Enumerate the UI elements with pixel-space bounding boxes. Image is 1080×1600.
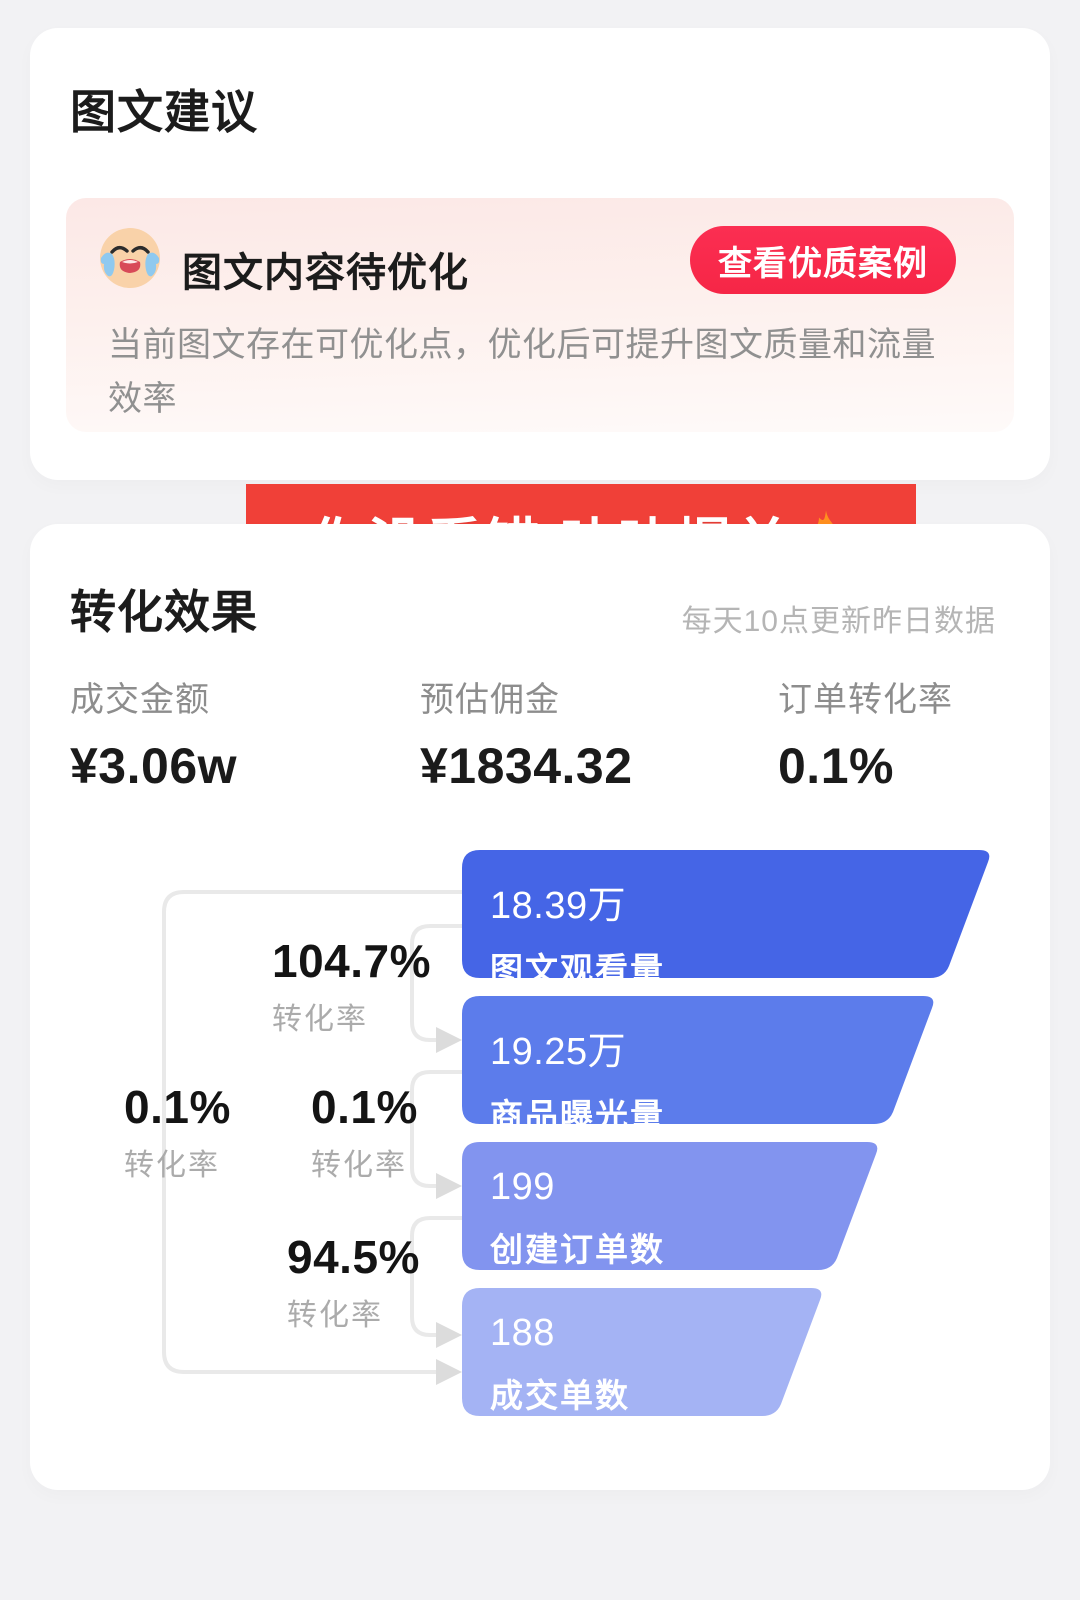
rate-label: 转化率 xyxy=(311,1149,407,1182)
funnel-stage-exposure: 19.25万 商品曝光量 xyxy=(490,1020,665,1137)
rate-label: 转化率 xyxy=(272,1003,368,1036)
stage-label: 创建订单数 xyxy=(490,1231,665,1268)
rate-orders-to-deals: 94.5% 转化率 xyxy=(287,1230,420,1334)
stat-order-rate: 订单转化率 0.1% xyxy=(778,672,953,795)
funnel-stage-deals: 188 成交单数 xyxy=(490,1312,630,1417)
stage-value: 18.39万 xyxy=(490,885,627,927)
stat-value: ¥3.06w xyxy=(70,738,238,794)
stage-label: 成交单数 xyxy=(490,1377,630,1414)
stat-gmv: 成交金额 ¥3.06w xyxy=(70,672,237,795)
stage-value: 19.25万 xyxy=(490,1031,627,1073)
rate-value: 104.7% xyxy=(272,935,432,987)
stat-label: 预估佣金 xyxy=(420,681,560,719)
funnel-stage-created-orders: 199 创建订单数 xyxy=(490,1166,665,1271)
alert-headline: 图文内容待优化 xyxy=(182,251,469,295)
rate-views-to-exposure: 104.7% 转化率 xyxy=(272,934,431,1038)
rate-exposure-to-orders: 0.1% 转化率 xyxy=(311,1080,418,1184)
update-note: 每天10点更新昨日数据 xyxy=(681,605,996,638)
suggestion-title: 图文建议 xyxy=(70,86,258,138)
stage-label: 图文观看量 xyxy=(490,951,665,988)
alert-description: 当前图文存在可优化点，优化后可提升图文质量和流量效率 xyxy=(108,326,936,418)
stage-value: 188 xyxy=(490,1312,555,1354)
rate-label: 转化率 xyxy=(287,1299,383,1332)
stage-label: 商品曝光量 xyxy=(490,1097,665,1134)
view-quality-cases-button[interactable]: 查看优质案例 xyxy=(690,226,956,294)
stat-label: 成交金额 xyxy=(70,681,210,719)
conversion-title: 转化效果 xyxy=(70,586,258,638)
rate-value: 0.1% xyxy=(311,1081,418,1133)
stat-value: ¥1834.32 xyxy=(420,738,633,794)
rate-value: 94.5% xyxy=(287,1231,420,1283)
rate-overall: 0.1% 转化率 xyxy=(124,1080,231,1184)
funnel-stage-views: 18.39万 图文观看量 xyxy=(490,874,665,991)
crying-face-emoji-icon xyxy=(100,228,160,288)
rate-value: 0.1% xyxy=(124,1081,231,1133)
rate-label: 转化率 xyxy=(124,1149,220,1182)
stat-label: 订单转化率 xyxy=(778,681,953,719)
stat-commission: 预估佣金 ¥1834.32 xyxy=(420,672,633,795)
stage-value: 199 xyxy=(490,1166,555,1208)
stat-value: 0.1% xyxy=(778,738,894,794)
